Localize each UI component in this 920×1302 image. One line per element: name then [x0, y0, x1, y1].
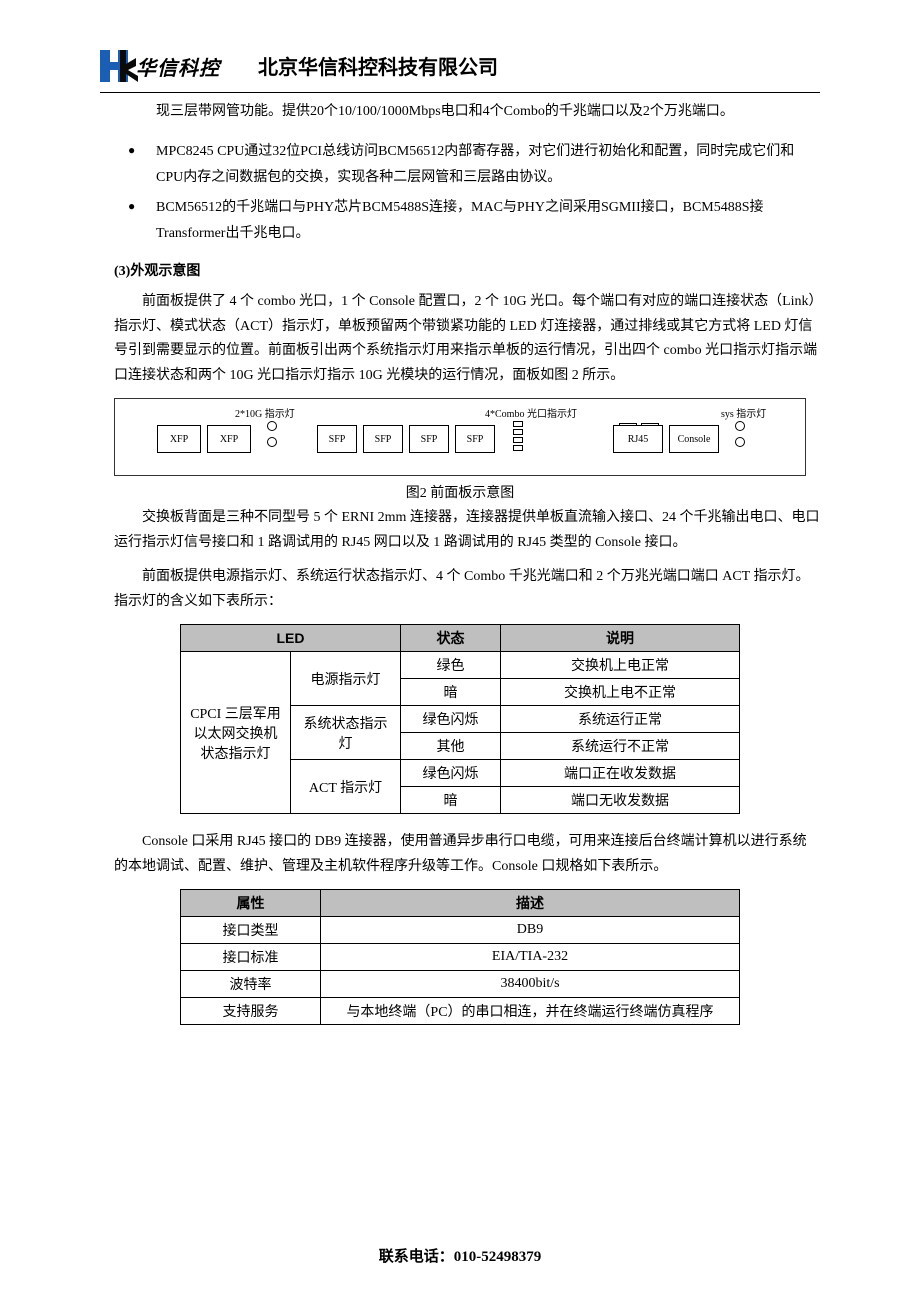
- section3-para: 前面板提供了 4 个 combo 光口，1 个 Console 配置口，2 个 …: [114, 290, 820, 388]
- led-state: 暗: [401, 787, 501, 814]
- led-state: 绿色闪烁: [401, 706, 501, 733]
- xfp-slot: XFP: [207, 425, 251, 453]
- label-10g: 2*10G 指示灯: [235, 405, 295, 420]
- label-sys: sys 指示灯: [721, 405, 766, 420]
- led-state: 其他: [401, 733, 501, 760]
- led-state: 绿色闪烁: [401, 760, 501, 787]
- led-icon: [735, 421, 745, 431]
- sfp-slot: SFP: [455, 425, 495, 453]
- logo: 华信科控: [100, 50, 220, 82]
- logo-mark: [100, 50, 132, 82]
- led-table: LED 状态 说明 CPCI 三层军用以太网交换机状态指示灯 电源指示灯 绿色 …: [180, 624, 740, 814]
- attr-name: 接口标准: [181, 944, 321, 971]
- cont-paragraph: 现三层带网管功能。提供20个10/100/1000Mbps电口和4个Combo的…: [156, 99, 820, 125]
- led-icon: [735, 437, 745, 447]
- led-desc: 端口无收发数据: [501, 787, 740, 814]
- header-rule: [100, 92, 820, 93]
- combo-led-icon: [513, 421, 523, 427]
- led-desc: 系统运行正常: [501, 706, 740, 733]
- led-desc: 交换机上电不正常: [501, 679, 740, 706]
- sfp-slot: SFP: [409, 425, 449, 453]
- label-combo: 4*Combo 光口指示灯: [485, 405, 577, 420]
- led-th-led: LED: [181, 625, 401, 652]
- led-desc: 端口正在收发数据: [501, 760, 740, 787]
- led-state: 暗: [401, 679, 501, 706]
- bullet-item: MPC8245 CPU通过32位PCI总线访问BCM56512内部寄存器，对它们…: [114, 139, 820, 191]
- console-slot: Console: [669, 425, 719, 453]
- rj45-slot: RJ45: [613, 425, 663, 453]
- attr-desc: 38400bit/s: [321, 971, 740, 998]
- logo-brand-text: 华信科控: [136, 52, 220, 81]
- led-sub: ACT 指示灯: [291, 760, 401, 814]
- led-sub: 电源指示灯: [291, 652, 401, 706]
- page-header: 华信科控 北京华信科控科技有限公司: [100, 50, 820, 82]
- attr-desc: DB9: [321, 917, 740, 944]
- attr-th-name: 属性: [181, 890, 321, 917]
- led-icon: [267, 437, 277, 447]
- bullet-item: BCM56512的千兆端口与PHY芯片BCM5488S连接，MAC与PHY之间采…: [114, 195, 820, 247]
- led-sub: 系统状态指示灯: [291, 706, 401, 760]
- section3-title: (3)外观示意图: [114, 260, 820, 280]
- attr-name: 支持服务: [181, 998, 321, 1025]
- led-desc: 交换机上电正常: [501, 652, 740, 679]
- led-state: 绿色: [401, 652, 501, 679]
- attr-name: 波特率: [181, 971, 321, 998]
- led-desc: 系统运行不正常: [501, 733, 740, 760]
- company-name: 北京华信科控科技有限公司: [258, 51, 498, 82]
- console-para: Console 口采用 RJ45 接口的 DB9 连接器，使用普通异步串行口电缆…: [114, 830, 820, 879]
- led-th-desc: 说明: [501, 625, 740, 652]
- front-panel-diagram: 2*10G 指示灯 XFP XFP SFP SFP SFP SFP 4*Comb…: [114, 398, 806, 476]
- combo-led-icon: [513, 429, 523, 435]
- attr-desc: EIA/TIA-232: [321, 944, 740, 971]
- attr-desc: 与本地终端（PC）的串口相连，并在终端运行终端仿真程序: [321, 998, 740, 1025]
- led-th-state: 状态: [401, 625, 501, 652]
- xfp-slot: XFP: [157, 425, 201, 453]
- led-group: CPCI 三层军用以太网交换机状态指示灯: [181, 652, 291, 814]
- footer-contact: 联系电话：010-52498379: [0, 1245, 920, 1266]
- attr-name: 接口类型: [181, 917, 321, 944]
- attr-th-desc: 描述: [321, 890, 740, 917]
- para-after-fig: 交换板背面是三种不同型号 5 个 ERNI 2mm 连接器，连接器提供单板直流输…: [114, 506, 820, 555]
- fig2-caption: 图2 前面板示意图: [100, 482, 820, 502]
- bullet-list: MPC8245 CPU通过32位PCI总线访问BCM56512内部寄存器，对它们…: [114, 139, 820, 247]
- combo-led-icon: [513, 445, 523, 451]
- led-icon: [267, 421, 277, 431]
- para-leds: 前面板提供电源指示灯、系统运行状态指示灯、4 个 Combo 千兆光端口和 2 …: [114, 565, 820, 614]
- combo-led-icon: [513, 437, 523, 443]
- sfp-slot: SFP: [317, 425, 357, 453]
- sfp-slot: SFP: [363, 425, 403, 453]
- attr-table: 属性 描述 接口类型 DB9 接口标准 EIA/TIA-232 波特率 3840…: [180, 889, 740, 1025]
